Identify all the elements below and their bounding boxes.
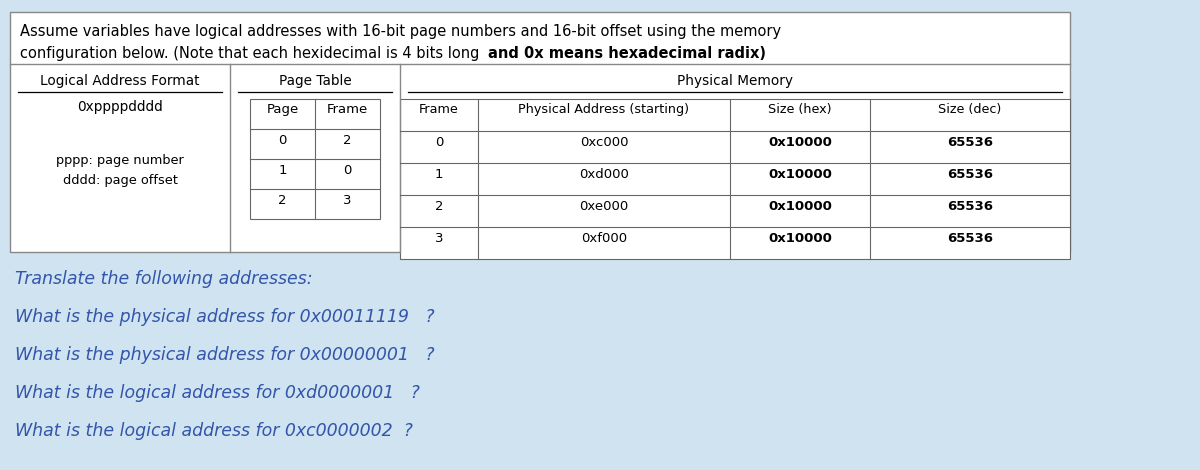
Text: Frame: Frame xyxy=(419,103,458,116)
Text: Frame: Frame xyxy=(326,103,368,116)
FancyBboxPatch shape xyxy=(400,99,1070,259)
Text: configuration below. (Note that each hexidecimal is 4 bits long: configuration below. (Note that each hex… xyxy=(20,46,488,61)
FancyBboxPatch shape xyxy=(10,12,1070,252)
Text: 0: 0 xyxy=(343,164,352,177)
Text: Physical Address (starting): Physical Address (starting) xyxy=(518,103,690,116)
Text: 0: 0 xyxy=(278,134,287,147)
Text: 0x10000: 0x10000 xyxy=(768,136,832,149)
Text: 65536: 65536 xyxy=(947,168,994,181)
Text: 0x10000: 0x10000 xyxy=(768,168,832,181)
Text: 0xe000: 0xe000 xyxy=(580,200,629,213)
Text: and 0x means hexadecimal radix): and 0x means hexadecimal radix) xyxy=(488,46,766,61)
Text: What is the logical address for 0xc0000002  ?: What is the logical address for 0xc00000… xyxy=(14,422,413,440)
Text: dddd: page offset: dddd: page offset xyxy=(62,174,178,187)
Text: Logical Address Format: Logical Address Format xyxy=(41,74,199,88)
Text: Physical Memory: Physical Memory xyxy=(677,74,793,88)
Text: 3: 3 xyxy=(434,232,443,245)
Text: 2: 2 xyxy=(343,134,352,147)
Text: 0xd000: 0xd000 xyxy=(580,168,629,181)
Text: 65536: 65536 xyxy=(947,200,994,213)
Text: 2: 2 xyxy=(434,200,443,213)
Text: 0: 0 xyxy=(434,136,443,149)
Text: 1: 1 xyxy=(434,168,443,181)
Text: Size (hex): Size (hex) xyxy=(768,103,832,116)
Text: Assume variables have logical addresses with 16-bit page numbers and 16-bit offs: Assume variables have logical addresses … xyxy=(20,24,781,39)
Text: 0x10000: 0x10000 xyxy=(768,200,832,213)
Text: 2: 2 xyxy=(278,194,287,207)
Text: 0xc000: 0xc000 xyxy=(580,136,629,149)
Text: Translate the following addresses:: Translate the following addresses: xyxy=(14,270,313,288)
Text: What is the physical address for 0x00000001   ?: What is the physical address for 0x00000… xyxy=(14,346,434,364)
Text: 3: 3 xyxy=(343,194,352,207)
Text: 65536: 65536 xyxy=(947,232,994,245)
Text: Size (dec): Size (dec) xyxy=(938,103,1002,116)
Text: Page Table: Page Table xyxy=(278,74,352,88)
Text: pppp: page number: pppp: page number xyxy=(56,154,184,167)
Text: Page: Page xyxy=(266,103,299,116)
Text: 65536: 65536 xyxy=(947,136,994,149)
Text: 0xf000: 0xf000 xyxy=(581,232,628,245)
FancyBboxPatch shape xyxy=(250,99,380,219)
Text: What is the logical address for 0xd0000001   ?: What is the logical address for 0xd00000… xyxy=(14,384,420,402)
Text: 0xppppdddd: 0xppppdddd xyxy=(77,100,163,114)
Text: 1: 1 xyxy=(278,164,287,177)
Text: 0x10000: 0x10000 xyxy=(768,232,832,245)
Text: What is the physical address for 0x00011119   ?: What is the physical address for 0x00011… xyxy=(14,308,434,326)
